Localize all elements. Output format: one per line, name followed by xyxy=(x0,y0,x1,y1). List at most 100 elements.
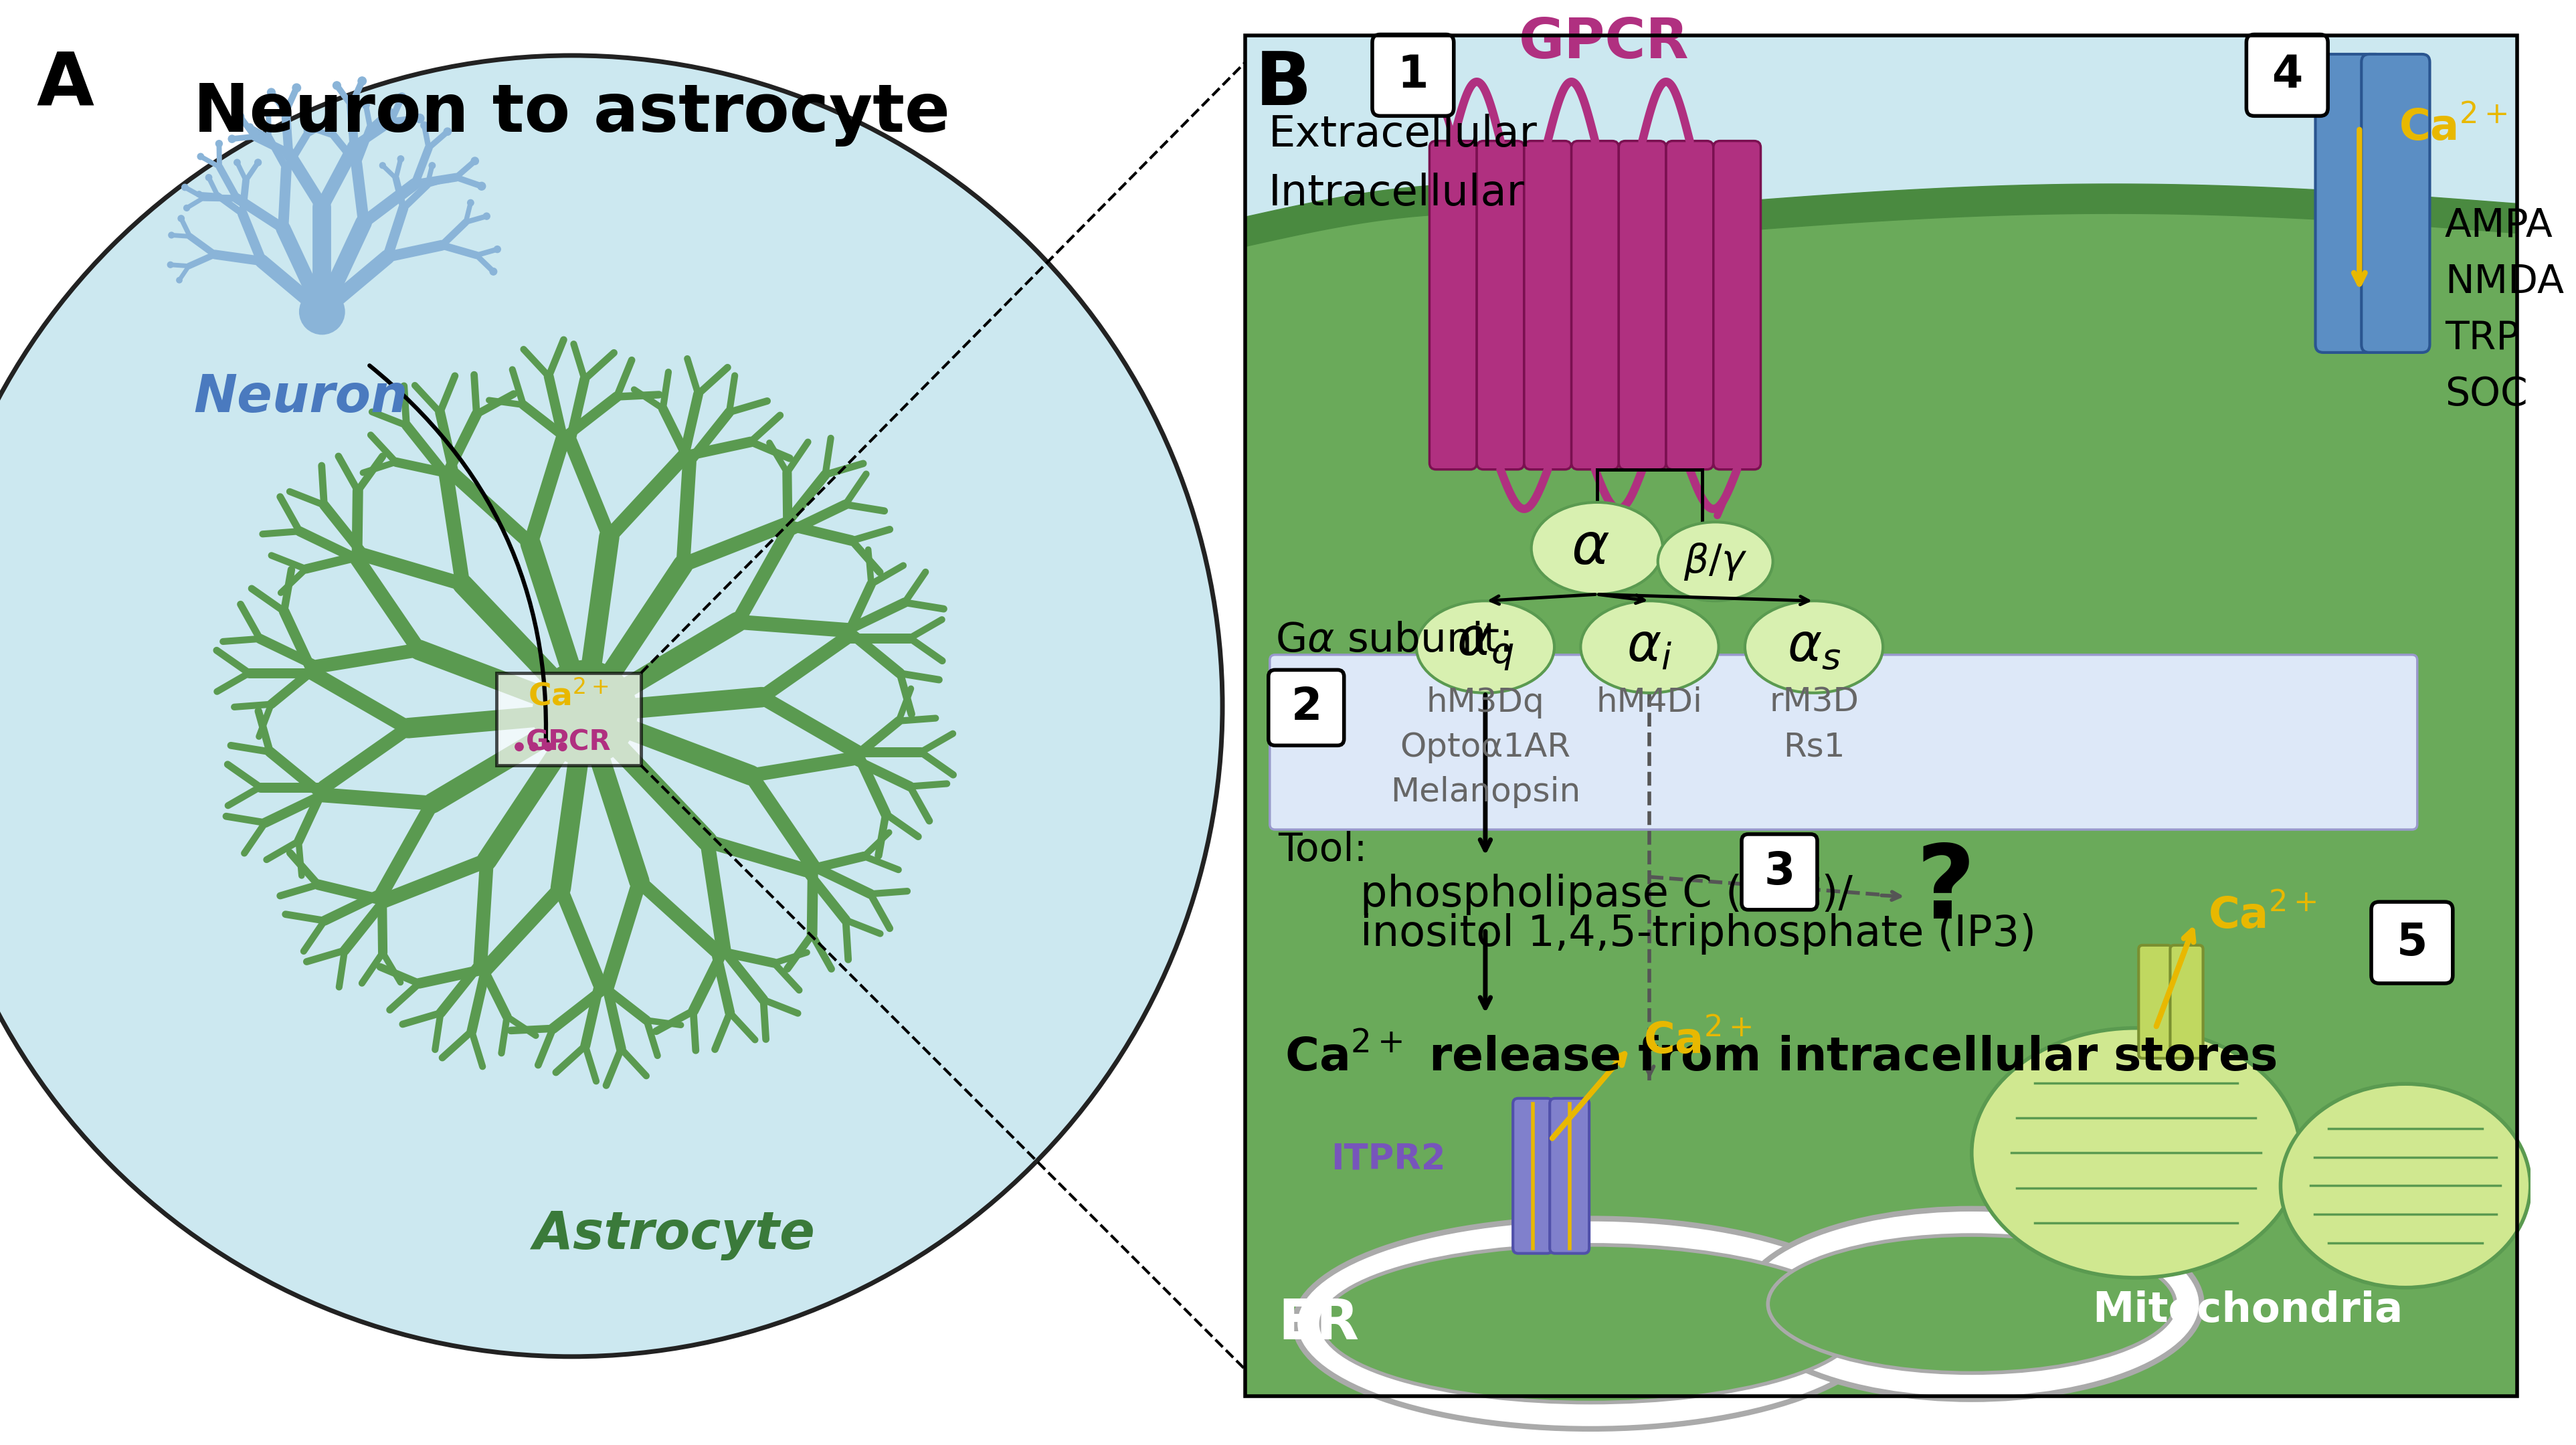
Circle shape xyxy=(386,108,394,116)
Text: hM4Di: hM4Di xyxy=(1597,686,1703,718)
Circle shape xyxy=(237,113,245,120)
Text: Intracellular: Intracellular xyxy=(1267,173,1525,214)
Circle shape xyxy=(528,743,538,751)
Circle shape xyxy=(420,121,428,129)
Bar xyxy=(497,673,641,766)
FancyBboxPatch shape xyxy=(1713,142,1762,470)
Text: Ca$^{2+}$: Ca$^{2+}$ xyxy=(2208,896,2316,938)
Ellipse shape xyxy=(1744,601,1883,694)
Text: Neuron: Neuron xyxy=(193,371,407,422)
Circle shape xyxy=(196,191,201,197)
Text: inositol 1,4,5-triphosphate (IP3): inositol 1,4,5-triphosphate (IP3) xyxy=(1360,913,2035,955)
Text: ?: ? xyxy=(1917,840,1976,939)
Text: Neuron to astrocyte: Neuron to astrocyte xyxy=(193,82,951,146)
Circle shape xyxy=(178,215,185,221)
Ellipse shape xyxy=(1582,601,1718,694)
Circle shape xyxy=(559,743,567,751)
Text: G$\alpha$ subunit:: G$\alpha$ subunit: xyxy=(1275,620,1510,660)
Text: rM3D
Rs1: rM3D Rs1 xyxy=(1770,686,1860,763)
Ellipse shape xyxy=(1417,601,1553,694)
Circle shape xyxy=(0,55,1224,1357)
Text: AMPA
NMDA
TRP
SOC: AMPA NMDA TRP SOC xyxy=(2445,207,2563,413)
FancyBboxPatch shape xyxy=(2246,35,2329,116)
FancyBboxPatch shape xyxy=(1618,142,1667,470)
Text: A: A xyxy=(36,49,93,120)
Text: GPCR: GPCR xyxy=(1517,16,1690,69)
Circle shape xyxy=(167,262,173,267)
Circle shape xyxy=(206,175,211,181)
Circle shape xyxy=(484,212,489,220)
Circle shape xyxy=(294,84,301,92)
Text: Ca$^{2+}$ release from intracellular stores: Ca$^{2+}$ release from intracellular sto… xyxy=(1285,1035,2277,1081)
Circle shape xyxy=(198,153,204,159)
FancyBboxPatch shape xyxy=(2372,902,2452,984)
Circle shape xyxy=(178,277,183,283)
Circle shape xyxy=(544,743,554,751)
Text: Ca$^{2+}$: Ca$^{2+}$ xyxy=(528,681,608,712)
FancyBboxPatch shape xyxy=(2138,945,2172,1058)
Circle shape xyxy=(183,184,188,191)
Circle shape xyxy=(446,176,451,182)
Circle shape xyxy=(430,162,435,169)
Circle shape xyxy=(489,267,497,275)
Text: Ca$^{2+}$: Ca$^{2+}$ xyxy=(2398,107,2506,149)
Circle shape xyxy=(358,77,366,85)
Circle shape xyxy=(495,246,500,253)
Ellipse shape xyxy=(1741,1208,2202,1399)
Circle shape xyxy=(167,233,175,238)
Circle shape xyxy=(301,108,309,116)
FancyBboxPatch shape xyxy=(2169,945,2202,1058)
Text: 2: 2 xyxy=(1291,685,1321,730)
FancyBboxPatch shape xyxy=(1270,655,2416,829)
Text: Astrocyte: Astrocyte xyxy=(533,1209,814,1260)
FancyBboxPatch shape xyxy=(2316,53,2383,353)
FancyBboxPatch shape xyxy=(1571,142,1618,470)
Circle shape xyxy=(477,182,487,191)
Circle shape xyxy=(299,289,345,335)
Text: 1: 1 xyxy=(1396,53,1430,97)
Text: $\alpha_q$: $\alpha_q$ xyxy=(1455,621,1515,672)
FancyBboxPatch shape xyxy=(1476,142,1525,470)
Circle shape xyxy=(332,81,340,90)
Circle shape xyxy=(363,101,368,108)
Circle shape xyxy=(247,124,252,130)
Text: 3: 3 xyxy=(1765,850,1795,893)
Ellipse shape xyxy=(1530,503,1662,594)
Ellipse shape xyxy=(1296,1218,1886,1429)
FancyBboxPatch shape xyxy=(1512,1098,1553,1253)
Circle shape xyxy=(471,158,479,165)
Ellipse shape xyxy=(1659,522,1772,601)
Ellipse shape xyxy=(1767,1235,2174,1373)
Ellipse shape xyxy=(1971,1027,2300,1277)
Ellipse shape xyxy=(1321,1246,1860,1403)
Text: $\beta/\gamma$: $\beta/\gamma$ xyxy=(1682,540,1747,582)
Text: Extracellular: Extracellular xyxy=(1267,114,1538,155)
Text: GPCR: GPCR xyxy=(526,728,611,756)
Circle shape xyxy=(265,111,273,117)
FancyBboxPatch shape xyxy=(1430,142,1476,470)
Text: Mitochondria: Mitochondria xyxy=(2092,1290,2403,1331)
FancyBboxPatch shape xyxy=(1741,834,1816,910)
Text: Tool:: Tool: xyxy=(1278,831,1368,868)
Bar xyxy=(1244,36,2517,1396)
Text: B: B xyxy=(1255,49,1311,120)
FancyBboxPatch shape xyxy=(1525,142,1571,470)
Text: $\alpha_s$: $\alpha_s$ xyxy=(1788,621,1842,672)
Circle shape xyxy=(397,156,404,162)
Circle shape xyxy=(415,114,425,123)
Text: hM3Dq
Optoα1AR
Melanopsin: hM3Dq Optoα1AR Melanopsin xyxy=(1391,686,1582,808)
FancyBboxPatch shape xyxy=(1373,35,1453,116)
Circle shape xyxy=(379,162,386,169)
Circle shape xyxy=(268,88,276,97)
Text: 5: 5 xyxy=(2396,920,2427,965)
Circle shape xyxy=(325,118,332,126)
FancyBboxPatch shape xyxy=(1551,1098,1589,1253)
Circle shape xyxy=(229,136,237,143)
Polygon shape xyxy=(1244,36,2517,220)
Circle shape xyxy=(216,140,222,147)
Bar xyxy=(1244,36,2517,1396)
Circle shape xyxy=(255,159,260,166)
Circle shape xyxy=(466,199,474,207)
Text: phospholipase C (PLC)/: phospholipase C (PLC)/ xyxy=(1360,874,1852,915)
Ellipse shape xyxy=(2280,1084,2530,1287)
